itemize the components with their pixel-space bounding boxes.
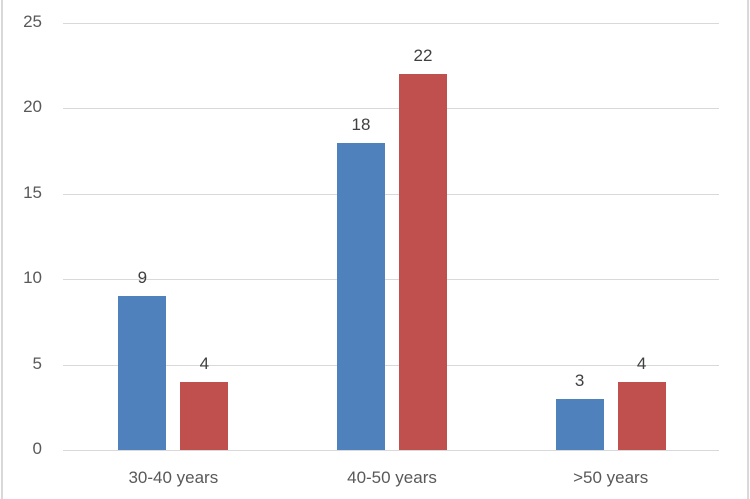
y-axis-tick-label: 15 [23, 182, 42, 202]
bar-red [399, 74, 447, 450]
y-axis-tick-label: 10 [23, 268, 42, 288]
bar-blue [555, 398, 604, 450]
gridline [63, 364, 719, 366]
y-axis-tick-label: 25 [23, 12, 42, 31]
gridline [63, 23, 719, 24]
bar-blue [337, 142, 385, 450]
y-axis-tick-label: 5 [32, 353, 42, 373]
bar-value-label: 4 [636, 353, 647, 373]
bar-red [617, 381, 666, 450]
bar-blue [118, 296, 167, 450]
chart-frame-right-border [747, 0, 749, 499]
gridline [63, 450, 719, 451]
x-axis-category-label: 40-50 years [347, 468, 437, 487]
x-axis-category-label: 30-40 years [128, 468, 219, 487]
chart-frame-left-border [1, 0, 3, 499]
bar-value-label: 9 [137, 268, 148, 288]
gridline [63, 193, 719, 195]
bar-red [180, 381, 229, 450]
bar-value-label: 18 [351, 114, 371, 134]
gridline [63, 279, 719, 281]
x-axis-category-label: >50 years [573, 468, 649, 487]
bar-value-label: 3 [574, 370, 585, 390]
bar-value-label: 4 [199, 353, 210, 373]
bar-value-label: 22 [413, 46, 433, 66]
gridline [63, 108, 719, 110]
plot-area [63, 23, 719, 451]
y-axis-tick-label: 0 [32, 439, 42, 458]
y-axis-tick-label: 20 [23, 97, 42, 117]
